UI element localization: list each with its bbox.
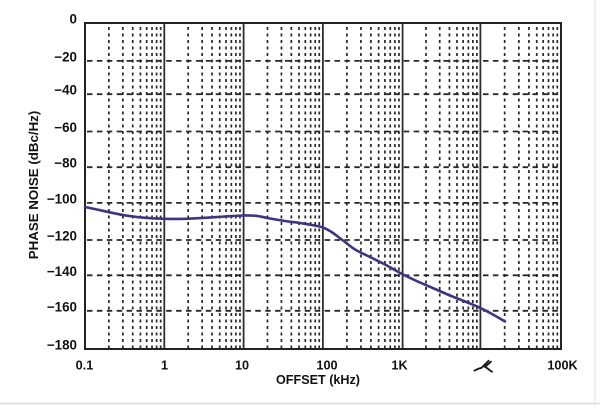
svg-text:−20: −20 [54, 49, 77, 64]
svg-text:−140: −140 [47, 264, 77, 279]
svg-text:100K: 100K [547, 359, 578, 373]
svg-text:−100: −100 [47, 191, 77, 206]
svg-text:−80: −80 [54, 156, 77, 171]
svg-text:−40: −40 [54, 83, 77, 98]
svg-text:1: 1 [161, 359, 168, 373]
svg-text:−60: −60 [54, 120, 77, 135]
svg-text:−120: −120 [47, 229, 77, 244]
svg-text:10: 10 [235, 359, 249, 373]
svg-text:OFFSET (kHz): OFFSET (kHz) [276, 373, 360, 387]
svg-text:PHASE NOISE (dBc/Hz): PHASE NOISE (dBc/Hz) [26, 111, 41, 260]
svg-text:0.1: 0.1 [76, 359, 94, 373]
svg-text:0: 0 [70, 12, 77, 27]
svg-text:−180: −180 [47, 338, 77, 353]
svg-text:1K: 1K [391, 359, 408, 373]
svg-text:−160: −160 [47, 299, 77, 314]
svg-text:100: 100 [316, 359, 337, 373]
